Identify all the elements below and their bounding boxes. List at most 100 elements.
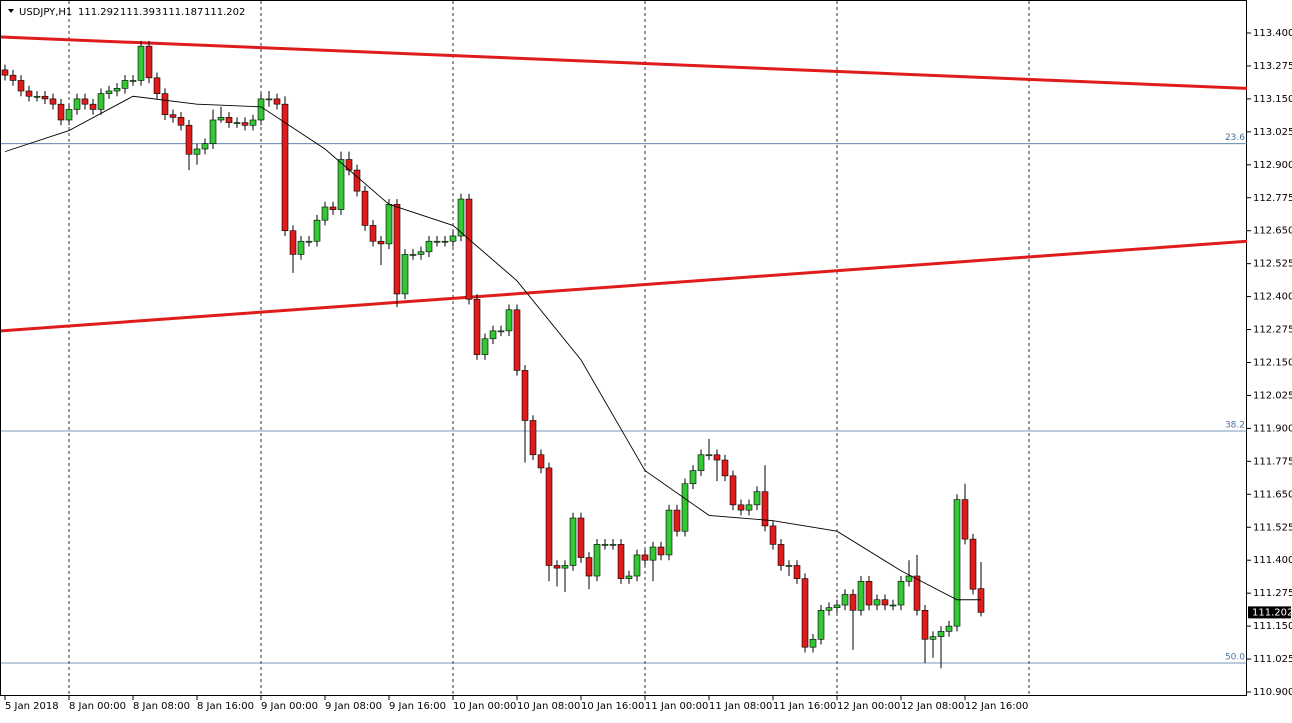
x-tick-label: 8 Jan 00:00 <box>69 701 126 712</box>
candle-body <box>249 119 257 126</box>
header-value: 111.187 <box>162 7 203 18</box>
candle-body <box>793 565 801 579</box>
candle-body <box>625 575 633 579</box>
candle-body <box>273 98 281 105</box>
y-tick-label: 111.025 <box>1253 654 1292 665</box>
candle-body <box>233 122 241 124</box>
candle-body <box>209 119 217 145</box>
candle-body <box>417 251 425 255</box>
candle-body <box>105 90 113 94</box>
candle-body <box>481 338 489 355</box>
candle-body <box>777 544 785 566</box>
candle-body <box>225 117 233 123</box>
x-tick-label: 9 Jan 08:00 <box>325 701 382 712</box>
candle-body <box>809 638 817 648</box>
candle-body <box>889 604 897 607</box>
candle-body <box>193 148 201 155</box>
candle-body <box>385 204 393 245</box>
candle-body <box>865 580 873 606</box>
candle-body <box>873 599 881 606</box>
x-tick-label: 9 Jan 00:00 <box>261 701 318 712</box>
candle-body <box>649 546 657 561</box>
candle-body <box>65 109 73 121</box>
y-tick-label: 112.400 <box>1253 292 1292 303</box>
candle-body <box>321 206 329 221</box>
fib-label: 38.2 <box>1225 421 1245 431</box>
candle-body <box>657 546 665 556</box>
candle-body <box>41 95 49 100</box>
candle-body <box>969 538 977 590</box>
candle-body <box>513 309 521 371</box>
candle-body <box>433 240 441 243</box>
candle-body <box>497 330 505 333</box>
header-value: 111.393 <box>120 7 161 18</box>
x-tick-label: 11 Jan 16:00 <box>773 701 836 712</box>
candle-body <box>537 454 545 469</box>
candle-body <box>553 565 561 569</box>
candle-body <box>713 454 721 461</box>
candle-body <box>377 240 385 245</box>
candle-body <box>1 69 9 76</box>
x-tick-label: 10 Jan 00:00 <box>453 701 516 712</box>
candle-body <box>977 588 985 613</box>
candle-body <box>521 370 529 421</box>
candle-body <box>593 544 601 577</box>
candle-body <box>833 604 841 608</box>
y-tick-label: 112.775 <box>1253 193 1292 204</box>
plot-frame <box>0 0 1247 696</box>
x-tick-label: 10 Jan 08:00 <box>517 701 580 712</box>
y-tick-label: 112.275 <box>1253 325 1292 336</box>
candle-body <box>129 80 137 82</box>
candle-body <box>97 93 105 110</box>
y-tick-label: 111.900 <box>1253 423 1292 434</box>
candle-body <box>633 554 641 577</box>
x-tick-label: 9 Jan 16:00 <box>389 701 446 712</box>
candle-body <box>641 554 649 561</box>
y-tick-label: 112.025 <box>1253 390 1292 401</box>
candle-body <box>361 190 369 226</box>
candle-body <box>761 491 769 527</box>
symbol: USDJPY,H1 <box>19 7 72 18</box>
x-tick-label: 12 Jan 08:00 <box>901 701 964 712</box>
candle-body <box>929 636 937 640</box>
candle-body <box>265 98 273 101</box>
candle-body <box>577 517 585 558</box>
x-tick-label: 5 Jan 2018 <box>5 701 59 712</box>
y-tick-label: 112.150 <box>1253 358 1292 369</box>
candle-body <box>257 98 265 121</box>
candle-body <box>33 95 41 98</box>
menu-arrow[interactable] <box>8 9 14 13</box>
candle-body <box>585 557 593 577</box>
candle-body <box>337 159 345 210</box>
candle-body <box>81 98 89 105</box>
candle-body <box>49 98 57 105</box>
candle-body <box>673 509 681 532</box>
candle-body <box>57 103 65 121</box>
candle-body <box>913 575 921 611</box>
y-tick-label: 112.650 <box>1253 226 1292 237</box>
candle-body <box>177 117 185 126</box>
y-tick-label: 111.775 <box>1253 456 1292 467</box>
current-price-box <box>1248 606 1291 619</box>
x-tick-label: 12 Jan 00:00 <box>837 701 900 712</box>
candle-body <box>753 491 761 506</box>
candle-body <box>569 517 577 566</box>
y-tick-label: 113.150 <box>1253 94 1292 105</box>
candle-body <box>849 594 857 611</box>
candle-body <box>897 580 905 606</box>
candle-body <box>113 88 121 92</box>
y-tick-label: 113.400 <box>1253 28 1292 39</box>
x-tick-label: 10 Jan 16:00 <box>581 701 644 712</box>
y-tick-label: 112.525 <box>1253 259 1292 270</box>
candle-body <box>681 483 689 532</box>
fib-label: 23.6 <box>1225 133 1245 143</box>
candle-body <box>145 45 153 79</box>
candle-body <box>505 309 513 332</box>
candle-body <box>17 80 25 92</box>
y-tick-label: 110.900 <box>1253 687 1292 698</box>
candle-body <box>841 594 849 606</box>
candle-body <box>609 544 617 546</box>
candle-body <box>473 298 481 355</box>
